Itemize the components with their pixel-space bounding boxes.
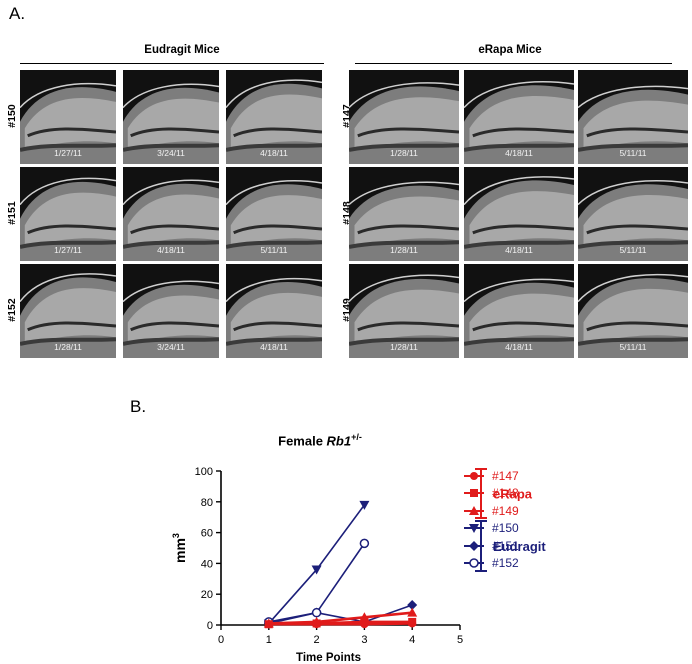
mouse-id-label: #152 (6, 298, 18, 322)
data-point (408, 617, 417, 626)
eudragit-group-rule (20, 63, 324, 64)
x-tick-label: 0 (218, 634, 224, 646)
mri-scan-image: 3/24/11 (123, 264, 219, 358)
data-point (360, 617, 369, 626)
mri-scan-image: 1/27/11 (20, 167, 116, 261)
x-tick-label: 1 (266, 634, 272, 646)
scan-date-label: 1/27/11 (54, 245, 82, 255)
scan-date-label: 1/28/11 (54, 342, 82, 352)
legend-label: #150 (492, 521, 519, 535)
legend: #147 #148 #149 #150 #151 #152 eRapa Eudragit (464, 468, 546, 572)
mri-scan-image: 1/28/11 (20, 264, 116, 358)
mri-scan-image: 4/18/11 (464, 70, 574, 164)
chart-title-gene: Rb1 (326, 433, 352, 449)
data-point (359, 500, 370, 510)
mri-scan-image: 4/18/11 (464, 167, 574, 261)
mri-scan-image: 4/18/11 (226, 264, 322, 358)
mri-scan-image: 3/24/11 (123, 70, 219, 164)
scan-date-label: 1/28/11 (390, 148, 418, 158)
data-point (469, 506, 479, 515)
scan-date-label: 3/24/11 (157, 342, 185, 352)
series-149 (263, 607, 418, 628)
mouse-id-label: #150 (6, 104, 18, 128)
x-tick-label: 4 (409, 634, 415, 646)
series-152 (264, 538, 370, 627)
scan-date-label: 4/18/11 (505, 148, 533, 158)
data-point (407, 607, 418, 617)
data-point (311, 607, 322, 618)
y-tick-label: 40 (201, 558, 213, 570)
scan-date-label: 1/28/11 (390, 342, 418, 352)
x-tick-label: 2 (314, 634, 320, 646)
erapa-group-rule (355, 63, 672, 64)
eudragit-group-title: Eudragit Mice (144, 44, 220, 56)
scan-date-label: 3/24/11 (157, 148, 185, 158)
scan-date-label: 4/18/11 (260, 148, 288, 158)
erapa-group-title: eRapa Mice (478, 44, 542, 56)
legend-group-label: eRapa (493, 487, 533, 502)
scan-date-label: 4/18/11 (505, 245, 533, 255)
mri-scan-image: 5/11/11 (578, 167, 688, 261)
legend-label: #148 (492, 486, 519, 500)
data-point (311, 565, 322, 575)
mri-scan-image: 1/28/11 (349, 264, 459, 358)
x-tick-label: 3 (361, 634, 367, 646)
x-axis-label: Time Points (296, 652, 361, 664)
mri-scan-image: 5/11/11 (578, 70, 688, 164)
scan-date-label: 4/18/11 (260, 342, 288, 352)
mri-scan-image: 4/18/11 (123, 167, 219, 261)
scan-date-label: 5/11/11 (619, 148, 647, 158)
chart-title-main: Female (278, 433, 327, 449)
series-line (268, 611, 413, 625)
scan-date-label: 4/18/11 (157, 245, 185, 255)
y-tick-label: 0 (207, 620, 213, 632)
y-tick-label: 100 (195, 466, 213, 478)
chart-title-superscript: +/- (351, 432, 362, 442)
y-tick-label: 60 (201, 528, 213, 540)
mri-scan-image: 1/28/11 (349, 167, 459, 261)
data-point (359, 538, 370, 549)
data-point (469, 524, 479, 533)
data-point (407, 599, 418, 610)
y-axis-label-superscript: 3 (171, 533, 181, 538)
mri-scan-image: 4/18/11 (226, 70, 322, 164)
data-point (470, 472, 478, 480)
mri-scan-image: 4/18/11 (464, 264, 574, 358)
mri-scan-image: 1/28/11 (349, 70, 459, 164)
y-tick-label: 80 (201, 497, 213, 509)
legend-label: #149 (492, 504, 519, 518)
data-point (469, 558, 479, 568)
legend-label: #152 (492, 556, 519, 570)
scan-date-label: 5/11/11 (619, 342, 647, 352)
mouse-id-label: #151 (6, 201, 18, 225)
scan-date-label: 5/11/11 (260, 245, 288, 255)
y-tick-label: 20 (201, 589, 213, 601)
data-point (311, 616, 322, 626)
mri-scan-image: 1/27/11 (20, 70, 116, 164)
legend-group-label: Eudragit (493, 539, 546, 554)
mri-scan-image: 5/11/11 (578, 264, 688, 358)
legend-label: #151 (492, 539, 519, 553)
chart-title: Female Rb1+/- (220, 432, 420, 448)
panel-b-label: B. (130, 397, 147, 416)
data-point (469, 541, 479, 551)
scan-date-label: 1/27/11 (54, 148, 82, 158)
scan-date-label: 4/18/11 (505, 342, 533, 352)
y-axis-label: mm3 (171, 533, 188, 563)
x-tick-label: 5 (457, 634, 463, 646)
mri-scan-image: 5/11/11 (226, 167, 322, 261)
data-point (263, 618, 274, 628)
scan-date-label: 1/28/11 (390, 245, 418, 255)
data-point (470, 489, 478, 497)
legend-label: #147 (492, 469, 519, 483)
scan-date-label: 5/11/11 (619, 245, 647, 255)
panel-a-label: A. (9, 4, 26, 23)
data-point (359, 612, 370, 622)
tumor-volume-chart: 0 1 2 3 4 5 0 20 40 60 80 100 Time Points mm3 #147 #148… (171, 466, 546, 664)
